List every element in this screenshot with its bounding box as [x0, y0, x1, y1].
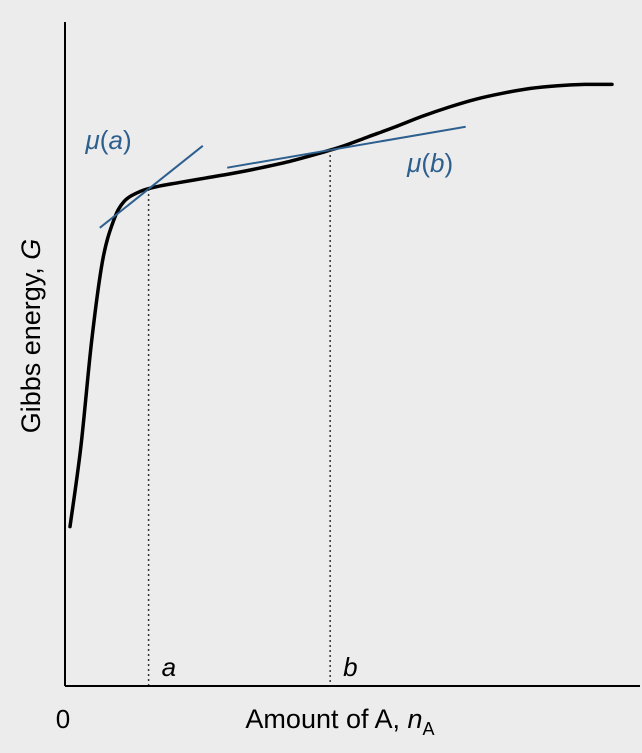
x-point-label-a: a — [162, 652, 176, 682]
x-origin-label: 0 — [56, 704, 70, 734]
x-axis-label-sub: A — [423, 719, 435, 739]
y-axis-label: Gibbs energy, G — [16, 239, 46, 434]
x-axis-label-text: Amount of A, — [245, 704, 407, 734]
x-axis-label-var: n — [408, 704, 423, 734]
mu-label-b: μ(b) — [406, 148, 453, 178]
mu-label-a: μ(a) — [85, 125, 132, 155]
x-point-label-b: b — [343, 652, 357, 682]
tangent-line-a — [99, 145, 204, 229]
y-axis-label-text: Gibbs energy, — [16, 260, 46, 434]
gibbs-energy-curve — [68, 82, 614, 529]
tangent-line-b — [227, 125, 466, 169]
y-axis-label-var: G — [16, 239, 46, 260]
x-axis-label: Amount of A, nA — [245, 704, 434, 739]
